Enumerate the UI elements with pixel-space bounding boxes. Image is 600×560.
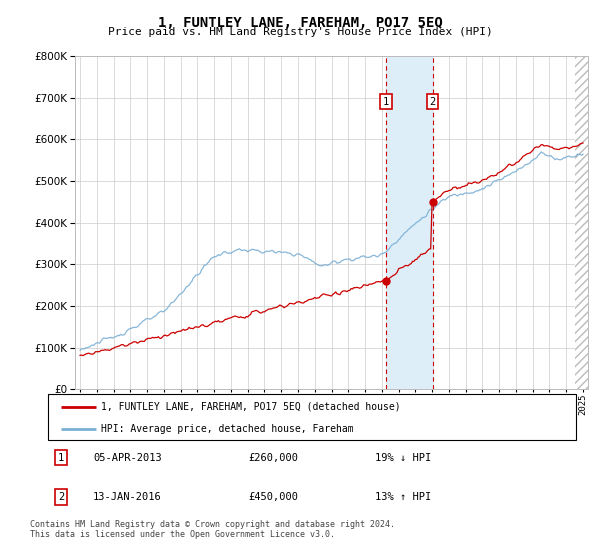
Bar [575,56,592,389]
Bar [575,56,592,389]
Text: £450,000: £450,000 [248,492,299,502]
Text: 19% ↓ HPI: 19% ↓ HPI [376,453,431,463]
Text: £260,000: £260,000 [248,453,299,463]
Text: 2: 2 [58,492,64,502]
Text: 13-JAN-2016: 13-JAN-2016 [93,492,161,502]
Text: 05-APR-2013: 05-APR-2013 [93,453,161,463]
Text: 1, FUNTLEY LANE, FAREHAM, PO17 5EQ: 1, FUNTLEY LANE, FAREHAM, PO17 5EQ [158,16,442,30]
Text: HPI: Average price, detached house, Fareham: HPI: Average price, detached house, Fare… [101,423,353,433]
Text: 1: 1 [383,97,389,107]
Text: 13% ↑ HPI: 13% ↑ HPI [376,492,431,502]
Text: Contains HM Land Registry data © Crown copyright and database right 2024.
This d: Contains HM Land Registry data © Crown c… [30,520,395,539]
Text: 1, FUNTLEY LANE, FAREHAM, PO17 5EQ (detached house): 1, FUNTLEY LANE, FAREHAM, PO17 5EQ (deta… [101,402,400,412]
Bar [386,56,433,389]
Text: 1: 1 [58,453,64,463]
FancyBboxPatch shape [48,394,576,440]
Text: Price paid vs. HM Land Registry's House Price Index (HPI): Price paid vs. HM Land Registry's House … [107,27,493,37]
Text: 2: 2 [430,97,436,107]
